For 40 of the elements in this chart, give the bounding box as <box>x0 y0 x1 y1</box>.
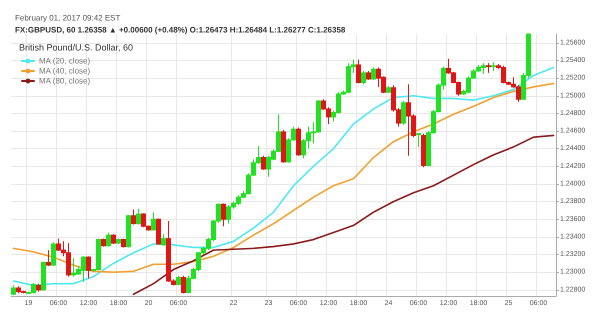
candlestick <box>221 202 226 227</box>
candlestick <box>371 67 376 80</box>
legend-label: MA (40, close) <box>39 66 90 76</box>
candlestick <box>131 209 136 226</box>
candlestick <box>101 238 106 248</box>
candlestick <box>106 232 111 248</box>
candlestick <box>261 155 266 170</box>
candlestick <box>11 284 16 295</box>
candlestick <box>51 242 56 267</box>
legend-label: MA (80, close) <box>39 76 90 86</box>
candlestick <box>46 250 51 267</box>
candlestick <box>126 214 131 248</box>
candlestick <box>156 218 161 246</box>
line-series <box>132 134 554 296</box>
candlestick <box>121 238 126 248</box>
candlestick <box>116 238 121 244</box>
candlestick <box>41 261 46 292</box>
candlestick <box>151 212 156 232</box>
legend-label: MA (20, close) <box>39 56 90 66</box>
candlestick <box>161 234 166 246</box>
candlestick <box>416 132 421 148</box>
candlestick <box>111 234 116 244</box>
candlestick <box>136 208 141 226</box>
candlestick <box>181 275 186 294</box>
candlestick <box>296 127 301 156</box>
candlestick <box>86 256 91 279</box>
candlestick <box>386 86 391 94</box>
candlestick <box>401 100 406 126</box>
candlestick <box>356 59 361 84</box>
text: British Pound/U.S. Dollar, 60 <box>19 42 134 52</box>
candlestick <box>361 70 366 85</box>
text: February 01, 2017 09:42 EST <box>15 14 121 22</box>
candlestick <box>421 133 426 168</box>
candlestick <box>176 275 181 286</box>
chart-subtitle: FX:GBPUSD, 60 1.26358 ▲ +0.00600 (+0.48%) O:1.26473 H:1.26484 L:1.26277 C:1.26358 <box>15 26 346 34</box>
candlestick <box>36 283 41 292</box>
candlestick <box>486 62 491 74</box>
candlestick <box>281 130 286 164</box>
candlestick <box>366 70 371 80</box>
candlestick <box>491 62 496 72</box>
